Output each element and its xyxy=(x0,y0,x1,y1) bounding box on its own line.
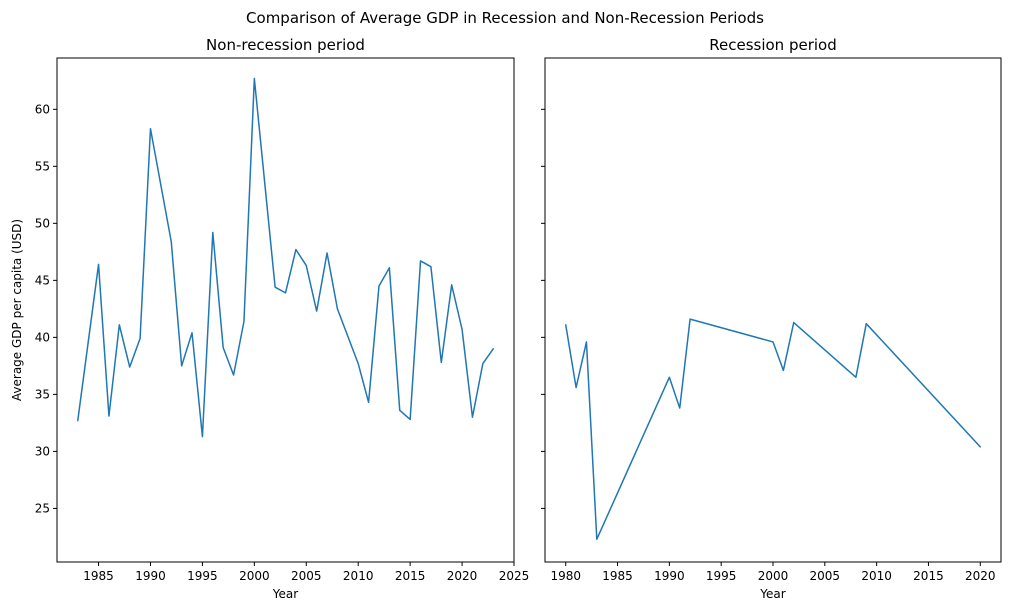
x-tick-label: 1985 xyxy=(83,569,114,583)
x-tick-label: 1995 xyxy=(706,569,737,583)
data-point xyxy=(678,406,682,410)
y-tick-label: 50 xyxy=(35,216,50,230)
data-point xyxy=(76,419,80,423)
x-tick-label: 1980 xyxy=(550,569,581,583)
data-point xyxy=(792,321,796,325)
data-point xyxy=(460,327,464,331)
data-point xyxy=(439,360,443,364)
x-tick-label: 2005 xyxy=(810,569,841,583)
data-point xyxy=(356,362,360,366)
data-point xyxy=(148,127,152,131)
data-point xyxy=(200,435,204,439)
x-tick-label: 1995 xyxy=(187,569,218,583)
series-line xyxy=(564,318,982,540)
x-tick-label: 2015 xyxy=(913,569,944,583)
x-tick-label: 2010 xyxy=(861,569,892,583)
data-point xyxy=(470,415,474,419)
x-tick-label: 1990 xyxy=(654,569,685,583)
data-point xyxy=(667,375,671,379)
data-point xyxy=(387,266,391,270)
data-point xyxy=(128,365,132,369)
x-tick-label: 2020 xyxy=(447,569,478,583)
axes-frame xyxy=(544,57,1002,563)
data-point xyxy=(284,291,288,295)
data-point xyxy=(595,537,599,541)
data-point xyxy=(978,445,982,449)
data-point xyxy=(398,408,402,412)
series-line xyxy=(77,77,494,438)
data-point xyxy=(180,364,184,368)
x-tick-label: 2015 xyxy=(395,569,426,583)
y-tick-label: 60 xyxy=(35,102,50,116)
data-point xyxy=(221,346,225,350)
data-point xyxy=(491,347,495,351)
data-point xyxy=(117,323,121,327)
data-point xyxy=(294,248,298,252)
data-point xyxy=(107,414,111,418)
panel-recession: Recession period 1980 1985 1990 1995 2000 2005… xyxy=(541,36,1002,601)
data-point xyxy=(584,340,588,344)
data-point xyxy=(408,417,412,421)
data-point xyxy=(325,251,329,255)
x-tick-label: 2020 xyxy=(965,569,996,583)
data-point xyxy=(169,240,173,244)
data-point xyxy=(252,77,256,81)
data-point xyxy=(138,337,142,341)
data-point xyxy=(419,259,423,263)
data-point xyxy=(190,331,194,335)
data-point xyxy=(367,400,371,404)
y-tick-label: 40 xyxy=(35,330,50,344)
x-tick-label: 2005 xyxy=(291,569,322,583)
data-point xyxy=(335,307,339,311)
figure-suptitle: Comparison of Average GDP in Recession a… xyxy=(246,9,764,27)
data-point xyxy=(481,362,485,366)
x-tick-label: 2000 xyxy=(239,569,270,583)
x-tick-label: 2010 xyxy=(343,569,374,583)
data-point xyxy=(429,265,433,269)
panel-non-recession: Non-recession period 1985 1990 1995 2000 2005… xyxy=(10,36,529,601)
data-point xyxy=(211,230,215,234)
data-point xyxy=(864,322,868,326)
data-point xyxy=(574,386,578,390)
y-tick-label: 30 xyxy=(35,444,50,458)
data-point xyxy=(450,283,454,287)
panel-title: Recession period xyxy=(709,36,837,54)
data-point xyxy=(781,368,785,372)
x-tick-label: 1985 xyxy=(602,569,633,583)
data-point xyxy=(242,319,246,323)
y-tick-label: 55 xyxy=(35,159,50,173)
x-axis-label: Year xyxy=(759,587,785,601)
axes-frame xyxy=(56,57,515,563)
y-tick-label: 25 xyxy=(35,501,50,515)
x-tick-label: 2000 xyxy=(758,569,789,583)
y-tick-label: 35 xyxy=(35,387,50,401)
x-axis-label: Year xyxy=(272,587,298,601)
data-point xyxy=(854,375,858,379)
y-tick-label: 45 xyxy=(35,273,50,287)
data-point xyxy=(232,373,236,377)
panel-title: Non-recession period xyxy=(206,36,365,54)
x-tick-label: 2025 xyxy=(499,569,530,583)
data-point xyxy=(97,262,101,266)
data-point xyxy=(688,317,692,321)
data-point xyxy=(304,264,308,268)
x-tick-label: 1990 xyxy=(135,569,166,583)
y-axis-label: Average GDP per capita (USD) xyxy=(10,219,24,401)
data-point xyxy=(771,340,775,344)
data-point xyxy=(377,284,381,288)
data-point xyxy=(273,285,277,289)
data-point xyxy=(315,309,319,313)
data-point xyxy=(564,323,568,327)
